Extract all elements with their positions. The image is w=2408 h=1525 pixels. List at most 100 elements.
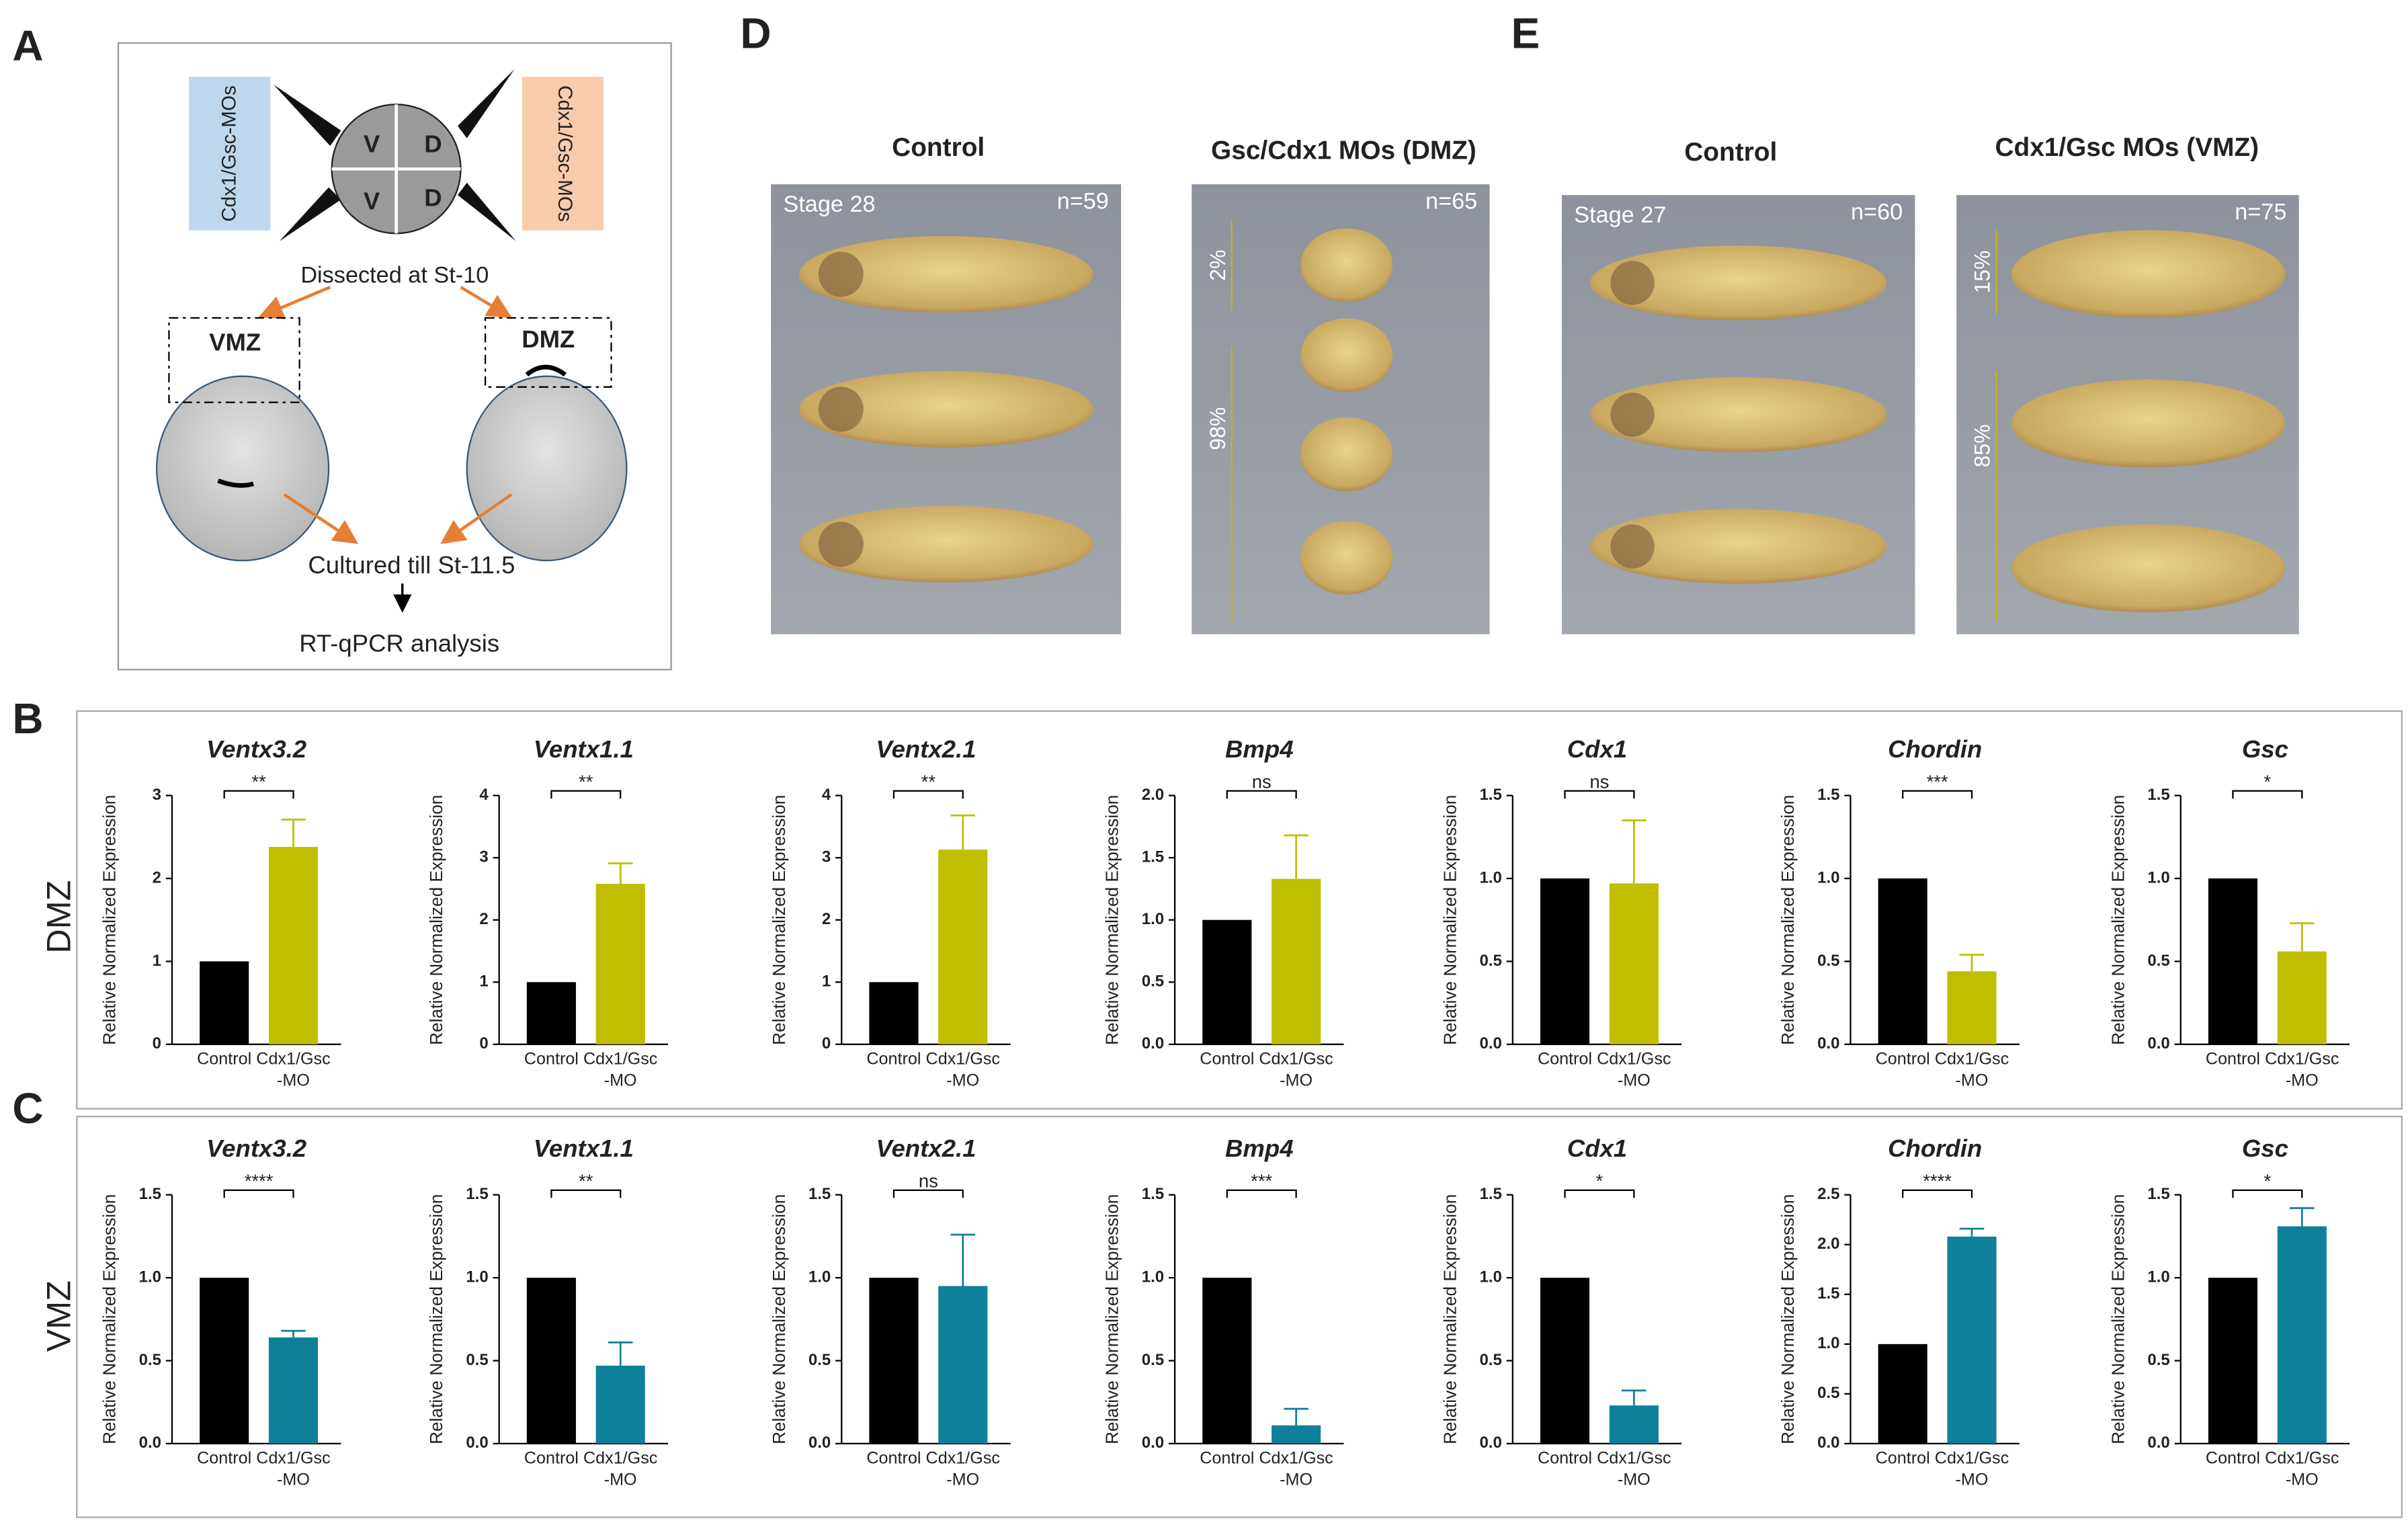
- bar: [938, 850, 988, 1044]
- significance-label: ****: [245, 1171, 274, 1192]
- bar: [1272, 878, 1321, 1044]
- bar: [1878, 1344, 1927, 1444]
- error-bar: [950, 1233, 976, 1286]
- bar: [2208, 878, 2258, 1044]
- x-tick-label-box: Control: [1538, 1050, 1592, 1069]
- photo-title: Gsc/Cdx1 MOs (DMZ): [1211, 136, 1477, 165]
- quadrant: V: [364, 187, 380, 214]
- region-label: VMZ: [209, 328, 261, 356]
- x-tick-label-box: Cdx1/Gsc -MO: [1934, 1450, 2009, 1490]
- error-bar: [608, 1341, 633, 1366]
- box-label: Cdx1/Gsc-MOs: [218, 85, 241, 222]
- n-label: n=60: [1851, 200, 1903, 225]
- bar-chart: Cdx1 Relative Normalized Expression 0.0 0.5…: [1440, 735, 1682, 1091]
- quadrant: V: [364, 130, 380, 158]
- embryo: [1589, 509, 1887, 584]
- embryo: [1300, 318, 1393, 393]
- bar-chart: Gsc Relative Normalized Expression 0.0 0.5 1…: [2108, 1135, 2350, 1489]
- significance-label: **: [579, 1171, 593, 1192]
- x-tick-label-box: Control: [1200, 1050, 1254, 1069]
- bar-chart: Ventx3.2 Relative Normalized Expression 0 1…: [99, 735, 341, 1090]
- significance-bracket: [1564, 790, 1635, 799]
- bar-chart: Ventx2.1 Relative Normalized Expression 0.…: [769, 1135, 1011, 1490]
- y-tick-label: 0.5: [2147, 1351, 2169, 1369]
- y-tick-label: 2: [153, 868, 161, 887]
- bar: [1540, 1278, 1590, 1444]
- bar: [595, 1365, 645, 1444]
- panel-label: A: [12, 22, 43, 70]
- chart-title: Ventx3.2: [206, 735, 306, 763]
- embryo: [798, 371, 1093, 448]
- x-tick-label: Cdx1/Gsc -MO: [925, 1450, 1000, 1490]
- y-axis-label: Relative Normalized Expression: [99, 795, 120, 1045]
- y-tick-label: 1.5: [1479, 1185, 1501, 1203]
- x-tick-label-box: Control: [2206, 1050, 2260, 1069]
- x-tick-label: Cdx1/Gsc -MO: [1934, 1450, 2009, 1490]
- embryo: [1300, 417, 1393, 491]
- x-tick-label-box: Control: [524, 1050, 579, 1069]
- bar: [2277, 1226, 2327, 1444]
- y-tick-label: 0.5: [1817, 1384, 1839, 1402]
- error-bar: [950, 814, 976, 850]
- quadrant: D: [424, 184, 442, 212]
- x-tick-label-box: Control: [197, 1050, 251, 1069]
- panel-label: D: [740, 9, 771, 58]
- y-tick-label: 0.5: [1817, 952, 1839, 970]
- chart-title: Bmp4: [1225, 1135, 1294, 1162]
- chart-title: Ventx2.1: [876, 735, 976, 763]
- embryo: [2011, 230, 2286, 319]
- significance-label: **: [251, 772, 266, 792]
- x-tick-label: Control: [524, 1450, 579, 1469]
- x-tick-label: Cdx1/Gsc -MO: [1597, 1050, 1671, 1091]
- chart-title: Gsc: [2242, 735, 2288, 763]
- x-tick-label: Control: [1875, 1450, 1930, 1469]
- y-tick-label: 2.0: [1142, 786, 1164, 804]
- x-tick-label-box: Cdx1/Gsc -MO: [2265, 1050, 2339, 1090]
- significance-label: ns: [1252, 772, 1272, 792]
- x-tick-label: Control: [866, 1050, 921, 1069]
- y-tick-label: 0.0: [1142, 1034, 1164, 1053]
- x-tick-label-box: Cdx1/Gsc -MO: [256, 1450, 330, 1489]
- bar-chart: Bmp4 Relative Normalized Expression 0.0 0.5…: [1102, 1135, 1344, 1489]
- y-tick-label: 0.5: [1142, 1351, 1164, 1369]
- lip: [217, 478, 255, 488]
- y-tick-label: 0.5: [1479, 1351, 1501, 1369]
- y-tick-label: 0: [822, 1034, 831, 1053]
- x-tick-label: Control: [1200, 1450, 1255, 1469]
- y-tick-label: 0.0: [466, 1434, 488, 1452]
- bar: [1202, 919, 1252, 1044]
- y-axis-label: Relative Normalized Expression: [426, 795, 446, 1045]
- percent-label: 2%: [1206, 250, 1230, 281]
- y-tick-label: 0: [479, 1034, 488, 1053]
- x-tick-label-box: Cdx1/Gsc -MO: [2265, 1450, 2339, 1489]
- chart-title: Ventx1.1: [534, 1135, 634, 1162]
- y-tick-label: 0.0: [2147, 1034, 2169, 1053]
- y-tick-label: 0.0: [1817, 1434, 1839, 1452]
- x-tick-label: Cdx1/Gsc -MO: [1597, 1450, 1671, 1490]
- y-tick-label: 0.0: [1817, 1034, 1839, 1053]
- y-tick-label: 0.5: [1479, 952, 1501, 970]
- significance-label: *: [2264, 772, 2272, 792]
- y-tick-label: 1: [479, 973, 488, 991]
- chart-title: Chordin: [1888, 1135, 1982, 1162]
- arrow: [460, 286, 512, 319]
- x-tick-label-box: Control: [1538, 1450, 1592, 1468]
- significance-label: ***: [1251, 1171, 1272, 1192]
- y-axis-label: Relative Normalized Expression: [769, 1194, 789, 1444]
- y-tick-label: 0.0: [1479, 1434, 1501, 1452]
- bar: [869, 1278, 919, 1444]
- needle: [273, 69, 516, 241]
- y-tick-label: 1.0: [808, 1268, 831, 1286]
- x-tick-label-box: Control: [2205, 1450, 2260, 1469]
- embryo: [798, 505, 1093, 583]
- error-bar: [1284, 834, 1309, 879]
- error-bar: [1284, 1407, 1309, 1426]
- bar: [1202, 1278, 1252, 1444]
- y-axis-label: Relative Normalized Expression: [769, 795, 789, 1045]
- row-frame: [76, 1116, 2403, 1518]
- mo-box: [522, 77, 604, 231]
- bar: [200, 1278, 249, 1444]
- x-tick-label-box: Cdx1/Gsc -MO: [583, 1050, 657, 1090]
- x-tick-label: Control: [2205, 1450, 2260, 1469]
- n-label: n=59: [1057, 189, 1109, 214]
